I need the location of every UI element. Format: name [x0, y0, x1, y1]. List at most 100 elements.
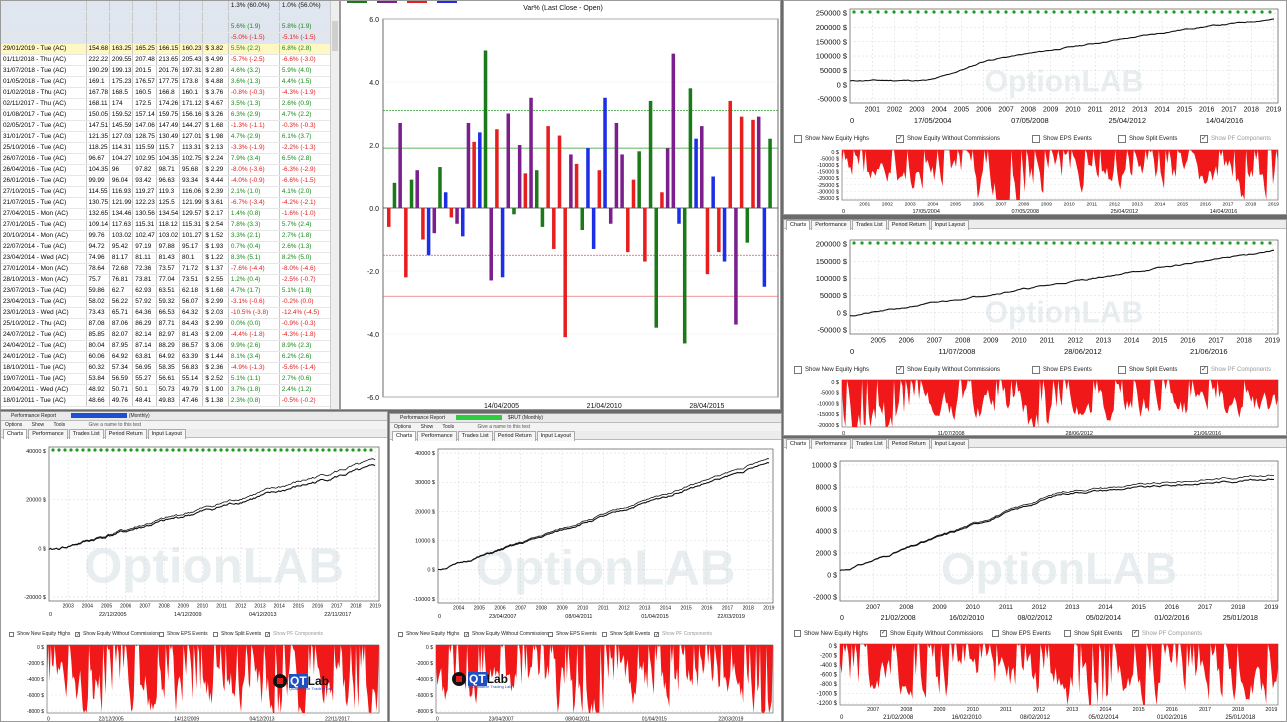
table-row[interactable]: 19/07/2011 - Tue (AC) 53.84 56.59 55.27 56.6…: [1, 373, 332, 385]
table-row[interactable]: 24/07/2012 - Tue (AC) 85.85 82.07 82.14 82.9…: [1, 329, 332, 341]
checkbox-no-commissions[interactable]: ✓: [896, 366, 904, 374]
table-row[interactable]: 18/01/2011 - Tue (AC) 48.66 49.76 48.41 49.8…: [1, 395, 332, 407]
tab-charts[interactable]: Charts: [786, 220, 811, 230]
table-row[interactable]: 23/04/2014 - Wed (AC) 74.96 81.17 81.11 81.4…: [1, 252, 332, 264]
table-row[interactable]: 01/02/2018 - Thu (AC) 167.78 168.5 160.5 166…: [1, 87, 332, 99]
checkbox-split[interactable]: [1118, 135, 1126, 143]
tab-trades-list[interactable]: Trades List: [457, 431, 493, 441]
tab-input-layout[interactable]: Input Layout: [147, 429, 186, 439]
table-row[interactable]: 27/01/2014 - Mon (AC) 78.64 72.68 72.36 73.5…: [1, 263, 332, 275]
checkbox-new-highs[interactable]: [9, 631, 14, 637]
menu-tools[interactable]: Tools: [53, 422, 66, 428]
table-scrollbar[interactable]: [330, 1, 339, 409]
table-row[interactable]: 02/11/2017 - Thu (AC) 168.11 174 172.5 174.2…: [1, 98, 332, 110]
checkbox-new-highs[interactable]: [398, 631, 403, 637]
test-name-hint[interactable]: Give a name to this test: [88, 422, 142, 428]
tab-charts[interactable]: Charts: [3, 429, 28, 439]
table-row[interactable]: 27/10/2015 - Tue (AC) 114.55 116.93 119.27 1…: [1, 186, 332, 198]
table-row[interactable]: 21/07/2015 - Tue (AC) 130.75 121.99 122.23 1…: [1, 197, 332, 209]
table-row[interactable]: 18/10/2011 - Tue (AC) 60.32 57.34 56.95 58.3…: [1, 362, 332, 374]
checkbox-eps[interactable]: [1032, 135, 1040, 143]
tab-input-layout[interactable]: Input Layout: [930, 439, 969, 449]
checkbox-new-highs[interactable]: [794, 366, 802, 374]
checkbox-no-commissions[interactable]: ✓: [880, 630, 887, 637]
table-row[interactable]: 25/10/2012 - Thu (AC) 87.08 87.06 86.29 87.7…: [1, 318, 332, 330]
checkbox-eps[interactable]: [548, 631, 553, 637]
table-row[interactable]: 23/01/2013 - Wed (AC) 73.43 65.71 64.36 66.5…: [1, 307, 332, 319]
table-row[interactable]: 27/01/2015 - Tue (AC) 109.14 117.63 115.31 1…: [1, 219, 332, 231]
menu-tools[interactable]: Tools: [442, 424, 455, 430]
opt-split[interactable]: Show Split Events: [213, 631, 261, 637]
table-row[interactable]: 31/07/2018 - Tue (AC) 190.29 199.13 201.5 20…: [1, 65, 332, 77]
opt-eps[interactable]: Show EPS Events: [1032, 366, 1092, 374]
opt-no-commissions[interactable]: ✓ Show Equity Without Commissions: [464, 631, 550, 638]
tab-period-return[interactable]: Period Return: [104, 429, 147, 439]
menu-show[interactable]: Show: [31, 422, 45, 428]
opt-no-commissions[interactable]: ✓ Show Equity Without Commissions: [75, 631, 161, 638]
tab-period-return[interactable]: Period Return: [887, 220, 930, 230]
opt-split[interactable]: Show Split Events: [602, 631, 650, 637]
menu-options[interactable]: Options: [5, 422, 23, 428]
tab-performance[interactable]: Performance: [417, 431, 457, 441]
tab-performance[interactable]: Performance: [811, 220, 851, 230]
tab-trades-list[interactable]: Trades List: [68, 429, 104, 439]
menu-options[interactable]: Options: [394, 424, 412, 430]
checkbox-no-commissions[interactable]: ✓: [464, 631, 470, 638]
table-row[interactable]: 20/10/2014 - Mon (AC) 99.76 103.02 102.47 10…: [1, 230, 332, 242]
table-row[interactable]: 27/04/2015 - Mon (AC) 132.65 134.46 130.56 1…: [1, 208, 332, 220]
checkbox-no-commissions[interactable]: ✓: [75, 631, 81, 638]
checkbox-split[interactable]: [602, 631, 607, 637]
opt-eps[interactable]: Show EPS Events: [1032, 135, 1092, 143]
opt-no-commissions[interactable]: ✓ Show Equity Without Commissions: [896, 366, 1001, 374]
table-row[interactable]: 26/04/2016 - Tue (AC) 104.35 96 97.82 98.71 9…: [1, 164, 332, 176]
table-row[interactable]: 23/07/2013 - Tue (AC) 59.86 62.7 62.93 63.51…: [1, 285, 332, 297]
table-row[interactable]: 24/01/2012 - Tue (AC) 60.06 64.92 63.81 64.9…: [1, 351, 332, 363]
opt-no-commissions[interactable]: ✓ Show Equity Without Commissions: [896, 135, 1001, 143]
opt-eps[interactable]: Show EPS Events: [159, 631, 208, 637]
opt-new-highs[interactable]: Show New Equity Highs: [9, 631, 70, 637]
opt-split[interactable]: Show Split Events: [1118, 135, 1177, 143]
table-row[interactable]: 29/01/2019 - Tue (AC) 154.68 163.25 165.25 1…: [1, 43, 332, 55]
tab-charts[interactable]: Charts: [392, 431, 417, 441]
checkbox-split[interactable]: [213, 631, 218, 637]
checkbox-no-commissions[interactable]: ✓: [896, 135, 904, 143]
table-row[interactable]: 01/11/2018 - Thu (AC) 222.22 209.55 207.48 2…: [1, 54, 332, 66]
opt-new-highs[interactable]: Show New Equity Highs: [794, 630, 868, 637]
table-row[interactable]: 26/01/2016 - Tue (AC) 99.99 96.04 93.42 96.6…: [1, 175, 332, 187]
tab-input-layout[interactable]: Input Layout: [536, 431, 575, 441]
tab-trades-list[interactable]: Trades List: [851, 220, 887, 230]
table-row[interactable]: 25/10/2016 - Tue (AC) 118.25 114.31 115.59 1…: [1, 142, 332, 154]
tab-charts[interactable]: Charts: [786, 439, 811, 449]
tab-period-return[interactable]: Period Return: [887, 439, 930, 449]
checkbox-new-highs[interactable]: [794, 135, 802, 143]
checkbox-eps[interactable]: [159, 631, 164, 637]
opt-new-highs[interactable]: Show New Equity Highs: [794, 366, 869, 374]
tab-performance[interactable]: Performance: [811, 439, 851, 449]
checkbox-split[interactable]: [1118, 366, 1126, 374]
tab-period-return[interactable]: Period Return: [493, 431, 536, 441]
table-row[interactable]: 23/04/2013 - Tue (AC) 58.02 56.22 57.92 59.3…: [1, 296, 332, 308]
checkbox-eps[interactable]: [1032, 366, 1040, 374]
opt-split[interactable]: Show Split Events: [1064, 630, 1122, 637]
opt-no-commissions[interactable]: ✓ Show Equity Without Commissions: [880, 630, 984, 637]
checkbox-new-highs[interactable]: [794, 630, 801, 637]
table-row[interactable]: 01/05/2018 - Tue (AC) 169.1 175.23 176.57 17…: [1, 76, 332, 88]
table-row[interactable]: 31/01/2017 - Tue (AC) 121.35 127.03 128.75 1…: [1, 131, 332, 143]
opt-new-highs[interactable]: Show New Equity Highs: [794, 135, 869, 143]
table-row[interactable]: 01/08/2017 - Tue (AC) 150.05 159.52 157.14 1…: [1, 109, 332, 121]
opt-eps[interactable]: Show EPS Events: [992, 630, 1051, 637]
tab-performance[interactable]: Performance: [28, 429, 68, 439]
opt-eps[interactable]: Show EPS Events: [548, 631, 597, 637]
opt-new-highs[interactable]: Show New Equity Highs: [398, 631, 459, 637]
opt-split[interactable]: Show Split Events: [1118, 366, 1177, 374]
menu-show[interactable]: Show: [420, 424, 434, 430]
tab-trades-list[interactable]: Trades List: [851, 439, 887, 449]
test-name-hint[interactable]: Give a name to this test: [477, 424, 531, 430]
checkbox-eps[interactable]: [992, 630, 999, 637]
scroll-thumb[interactable]: [332, 21, 338, 51]
table-row[interactable]: 26/07/2016 - Tue (AC) 96.67 104.27 102.95 10…: [1, 153, 332, 165]
table-row[interactable]: 02/05/2017 - Tue (AC) 147.51 145.59 147.06 1…: [1, 120, 332, 132]
table-row[interactable]: 22/07/2014 - Tue (AC) 94.72 95.42 97.19 97.8…: [1, 241, 332, 253]
table-row[interactable]: 20/04/2011 - Wed (AC) 48.92 50.71 50.1 50.73…: [1, 384, 332, 396]
tab-input-layout[interactable]: Input Layout: [930, 220, 969, 230]
